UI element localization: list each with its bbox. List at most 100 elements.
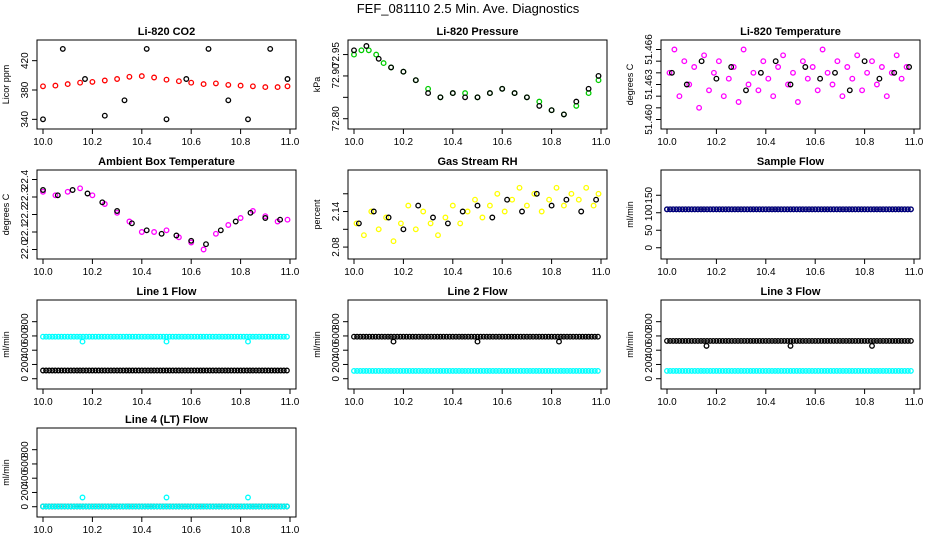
data-point-series-2 <box>533 190 540 197</box>
x-tick-label: 10.6 <box>181 525 201 536</box>
data-point-series-1 <box>509 196 516 203</box>
data-point-series-2 <box>886 367 893 374</box>
data-point-series-1 <box>283 333 290 340</box>
data-point-series-2 <box>188 237 195 244</box>
y-axis-label: Licor ppm <box>1 65 11 105</box>
data-point-series-2 <box>425 367 432 374</box>
data-point-series-2 <box>369 367 376 374</box>
data-point-series-2 <box>206 503 213 510</box>
data-point-series-2 <box>523 94 530 101</box>
data-point-series-2 <box>809 206 816 213</box>
data-point-series-1 <box>750 69 757 76</box>
data-point-series-2 <box>253 503 259 510</box>
data-point-series-1 <box>446 333 453 340</box>
x-tick-label: 11.0 <box>281 397 300 408</box>
x-tick-label: 10.8 <box>231 267 251 278</box>
data-point-series-2 <box>216 503 222 510</box>
panel-title: Line 3 Flow <box>761 286 821 298</box>
data-point-series-1 <box>43 333 50 340</box>
data-point-series-2 <box>200 367 207 374</box>
y-tick-label: 51.460 <box>644 104 655 135</box>
x-tick-label: 10.8 <box>855 397 875 408</box>
x-tick-label: 10.4 <box>756 267 776 278</box>
plot-frame <box>36 299 297 390</box>
data-point-series-1 <box>89 78 96 85</box>
data-point-series-1 <box>107 333 114 340</box>
data-point-series-2 <box>58 503 65 510</box>
data-point-series-1 <box>880 337 887 344</box>
data-point-series-2 <box>240 503 247 510</box>
data-point-series-1 <box>903 64 910 70</box>
data-point-series-2 <box>907 206 914 213</box>
x-tick-label: 10.2 <box>707 397 727 408</box>
x-tick-label: 10.2 <box>394 137 414 148</box>
data-point-series-2 <box>858 206 865 213</box>
data-point-series-2 <box>840 206 846 213</box>
data-point-series-1 <box>735 337 741 344</box>
data-point-series-1 <box>715 58 722 65</box>
data-point-series-1 <box>138 73 145 80</box>
data-point-series-1 <box>738 337 745 344</box>
data-point-series-1 <box>564 333 570 340</box>
data-point-series-1 <box>740 46 747 53</box>
y-tick-label: 600 <box>20 327 31 344</box>
data-point-series-2 <box>434 367 441 374</box>
y-axis-label: ml/min <box>1 331 11 358</box>
data-point-series-1 <box>846 337 853 344</box>
data-point-series-1 <box>710 69 717 76</box>
data-point-series-2 <box>849 206 856 213</box>
data-point-outlier <box>163 494 170 501</box>
data-point-series-1 <box>422 333 428 340</box>
data-point-series-2 <box>710 367 717 374</box>
data-point-series-2 <box>904 367 911 374</box>
data-point-series-2 <box>564 367 570 374</box>
data-point-series-1 <box>685 337 692 344</box>
data-point-series-1 <box>889 337 896 344</box>
data-point-series-1 <box>449 202 456 209</box>
data-point-series-2 <box>682 206 689 213</box>
data-point-series-2 <box>474 367 481 374</box>
data-point-series-1 <box>844 64 851 70</box>
data-point-series-2 <box>738 206 745 213</box>
data-point-series-2 <box>784 206 791 213</box>
data-point-series-2 <box>388 64 395 71</box>
data-point-series-1 <box>762 337 769 344</box>
data-point-series-1 <box>262 84 269 91</box>
data-point-series-2 <box>418 367 425 374</box>
data-point-series-2 <box>567 367 574 374</box>
data-point-series-2 <box>206 367 213 374</box>
data-point-series-1 <box>363 333 370 340</box>
x-tick-label: 10.8 <box>855 137 875 148</box>
data-point-series-1 <box>489 333 496 340</box>
data-point-series-1 <box>465 333 472 340</box>
data-point-series-2 <box>682 367 689 374</box>
data-point-series-2 <box>357 367 364 374</box>
data-point-series-2 <box>412 367 419 374</box>
data-point-series-2 <box>172 503 179 510</box>
x-tick-label: 10.2 <box>83 525 103 536</box>
y-tick-label: 22.2 <box>20 204 31 224</box>
data-point-series-2 <box>80 367 87 374</box>
data-point-series-1 <box>163 227 170 234</box>
data-point-series-2 <box>836 367 843 374</box>
data-point-series-1 <box>772 337 779 344</box>
data-point-series-1 <box>412 226 419 233</box>
data-point-series-1 <box>878 64 885 70</box>
data-point-series-2 <box>474 94 481 101</box>
data-point-series-2 <box>554 367 561 374</box>
data-point-series-1 <box>745 81 752 88</box>
data-point-series-2 <box>237 503 244 510</box>
data-point-series-2 <box>117 503 124 510</box>
x-tick-label: 10.8 <box>231 525 251 536</box>
data-point-series-1 <box>188 333 195 340</box>
data-point-series-1 <box>591 333 598 340</box>
data-point-series-1 <box>769 337 775 344</box>
data-point-series-2 <box>157 503 164 510</box>
y-tick-label: 0 <box>20 504 31 510</box>
data-point-series-1 <box>452 333 459 340</box>
data-point-series-2 <box>864 367 871 374</box>
data-point-series-2 <box>54 192 61 199</box>
data-point-series-2 <box>256 503 263 510</box>
data-point-series-2 <box>489 214 496 221</box>
